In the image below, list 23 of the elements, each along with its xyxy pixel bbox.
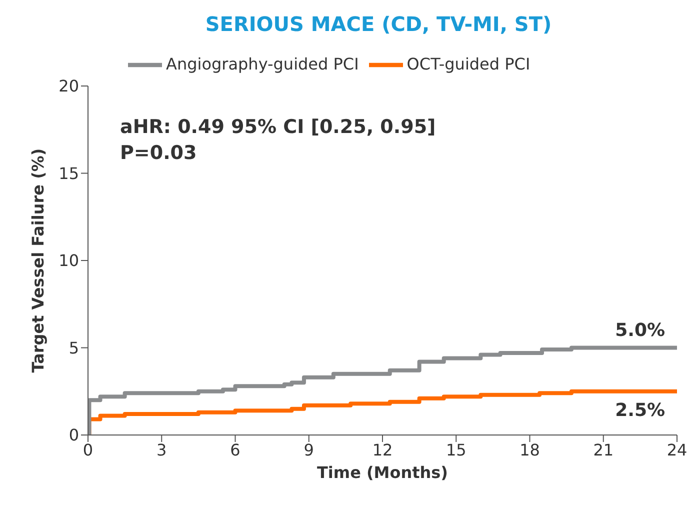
x-tick-label: 12 — [372, 440, 393, 460]
y-tick-label: 5 — [68, 338, 79, 358]
y-tick-label: 0 — [68, 426, 79, 445]
x-tick-label: 6 — [230, 440, 240, 460]
x-tick-label: 15 — [446, 440, 466, 460]
annotation: 2.5% — [615, 400, 665, 422]
x-tick-label: 3 — [156, 440, 167, 460]
x-tick-label: 9 — [304, 440, 314, 460]
x-tick-label: 18 — [520, 440, 540, 460]
x-tick-label: 0 — [82, 440, 94, 460]
y-tick-label: 10 — [58, 251, 79, 270]
y-axis-title: Target Vessel Failure (%) — [28, 148, 48, 373]
x-tick-label: 24 — [666, 440, 688, 460]
y-tick-label: 15 — [58, 164, 79, 183]
y-tick-label: 20 — [58, 76, 79, 96]
annotation: P=0.03 — [120, 141, 198, 166]
annotation: aHR: 0.49 95% CI [0.25, 0.95] — [120, 115, 436, 140]
annotation: 5.0% — [615, 320, 665, 341]
x-tick-label: 21 — [593, 440, 614, 460]
legend-label: Angiography-guided PCI — [166, 54, 359, 74]
x-axis-title: Time (Months) — [317, 463, 448, 482]
chart-title: SERIOUS MACE (CD, TV-MI, ST) — [204, 12, 553, 36]
legend-label: OCT-guided PCI — [406, 54, 530, 74]
